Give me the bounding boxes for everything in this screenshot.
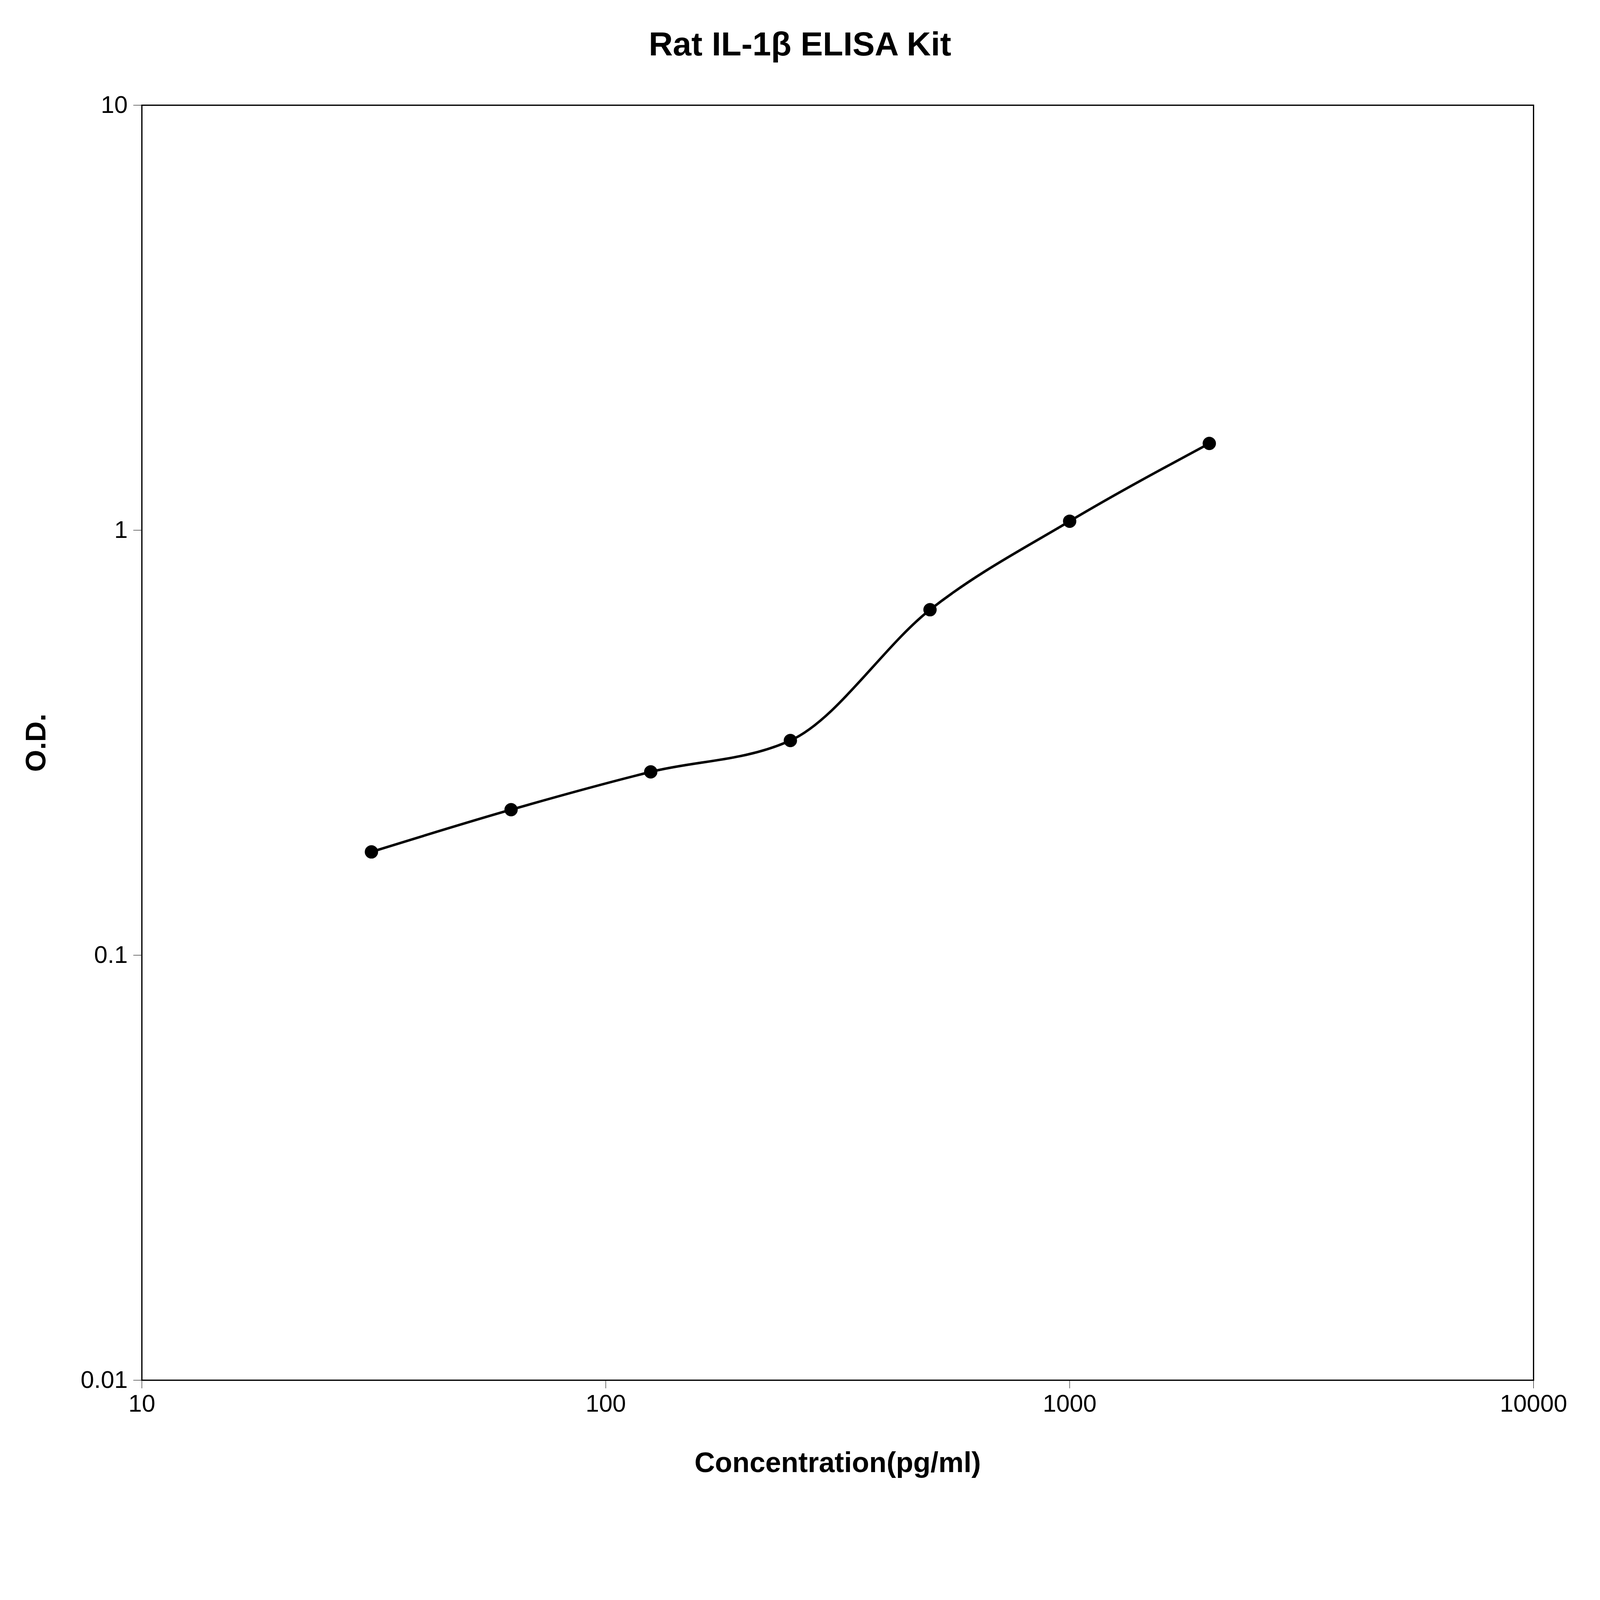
svg-text:0.01: 0.01 <box>80 1365 128 1393</box>
html-text:Rat IL-1β ELISA Kit: Rat IL-1β ELISA Kit <box>648 25 952 63</box>
svg-text:1000: 1000 <box>1042 1389 1097 1417</box>
svg-text:0.1: 0.1 <box>94 940 128 968</box>
svg-text:10: 10 <box>100 90 128 118</box>
svg-text:Concentration(pg/ml): Concentration(pg/ml) <box>694 1446 982 1478</box>
svg-text:10000: 10000 <box>1500 1389 1568 1417</box>
svg-text:100: 100 <box>585 1389 626 1417</box>
svg-text:10: 10 <box>128 1389 156 1417</box>
svg-text:O.D.: O.D. <box>19 713 52 773</box>
svg-text:1: 1 <box>114 515 128 543</box>
